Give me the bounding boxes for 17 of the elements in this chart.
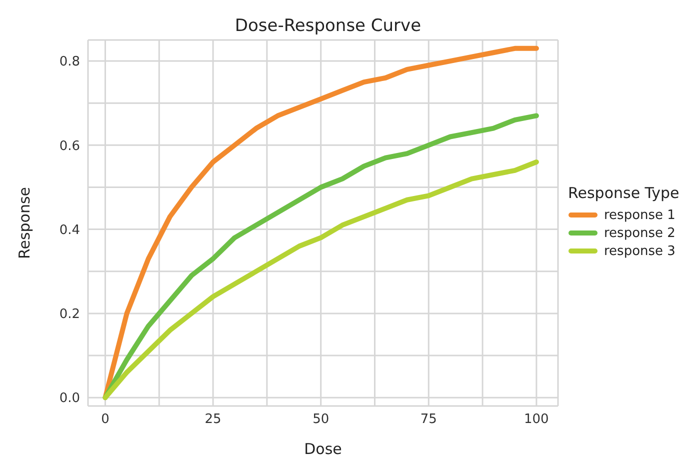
legend-label: response 3 (604, 244, 676, 258)
y-tick-label: 0.4 (59, 222, 80, 238)
chart-title: Dose-Response Curve (234, 16, 422, 36)
y-tick-label: 0.6 (59, 138, 80, 154)
x-tick-label: 25 (204, 412, 222, 428)
x-tick-label: 75 (420, 412, 437, 428)
y-axis-title: Response (15, 186, 34, 260)
y-tick-label: 0.8 (59, 54, 80, 70)
legend-label: response 1 (604, 208, 676, 222)
x-tick-label: 0 (101, 412, 110, 428)
x-tick-label: 100 (524, 412, 549, 428)
text: 0.0 (59, 391, 80, 406)
legend-title: Response Type (568, 184, 680, 202)
x-tick-label: 50 (312, 412, 330, 428)
legend-label: response 2 (604, 226, 676, 240)
x-axis-title: Dose (304, 440, 342, 458)
y-tick-label: 0.2 (59, 307, 80, 322)
